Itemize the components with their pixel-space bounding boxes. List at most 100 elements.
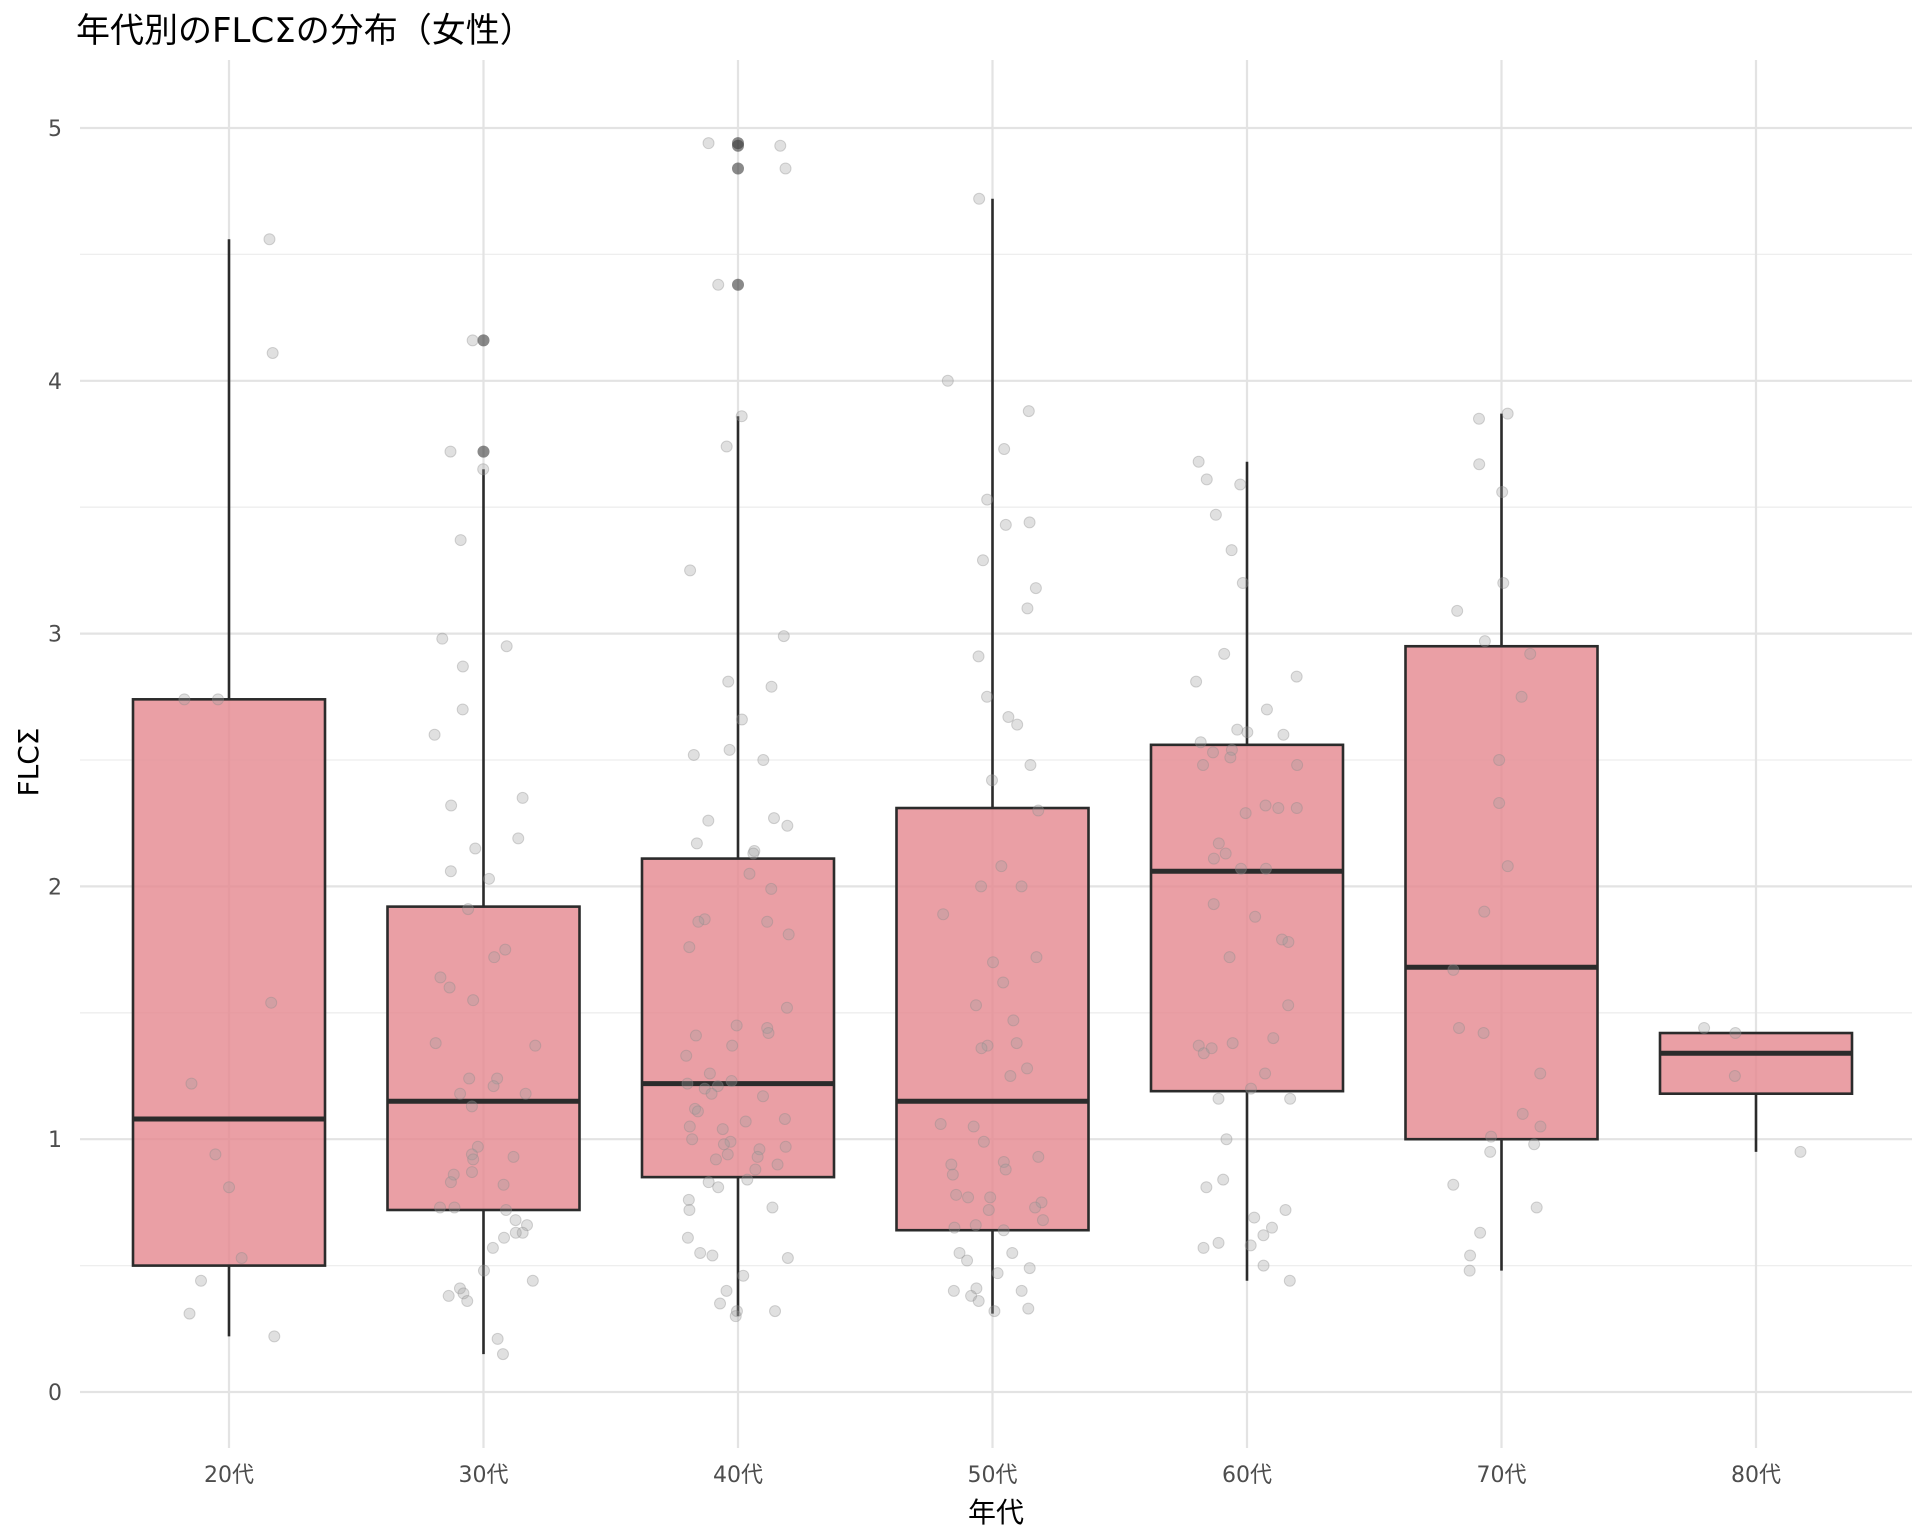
data-point bbox=[726, 1039, 739, 1052]
data-point bbox=[997, 1224, 1010, 1237]
data-point bbox=[471, 1140, 484, 1153]
data-point bbox=[1223, 951, 1236, 964]
data-point bbox=[681, 1231, 694, 1244]
data-point bbox=[1472, 412, 1485, 425]
y-tick-label: 0 bbox=[48, 1381, 62, 1406]
boxes bbox=[131, 198, 1854, 1355]
data-point bbox=[730, 1019, 743, 1032]
data-point bbox=[766, 1201, 779, 1214]
data-point bbox=[735, 410, 748, 423]
data-point bbox=[1023, 1262, 1036, 1275]
y-tick-labels: 0 1 2 3 4 5 bbox=[48, 117, 62, 1406]
data-point bbox=[461, 1294, 474, 1307]
data-point bbox=[266, 346, 279, 359]
data-point bbox=[681, 1077, 694, 1090]
data-point bbox=[1259, 799, 1272, 812]
data-point bbox=[751, 1150, 764, 1163]
data-point bbox=[444, 1176, 457, 1189]
data-point bbox=[769, 1305, 782, 1318]
data-point bbox=[483, 872, 496, 885]
data-point bbox=[977, 1135, 990, 1148]
data-point bbox=[778, 1112, 791, 1125]
data-point bbox=[1029, 1201, 1042, 1214]
outlier-point bbox=[732, 278, 744, 291]
data-point bbox=[1463, 1264, 1476, 1277]
data-point bbox=[1451, 604, 1464, 617]
data-point bbox=[1192, 455, 1205, 468]
data-point bbox=[195, 1274, 208, 1287]
data-point bbox=[967, 1120, 980, 1133]
data-point bbox=[765, 680, 778, 693]
data-point bbox=[1728, 1070, 1741, 1082]
data-point bbox=[183, 1307, 196, 1320]
data-point bbox=[762, 1027, 775, 1040]
data-point bbox=[1698, 1021, 1711, 1034]
data-point bbox=[1257, 1229, 1270, 1242]
data-point bbox=[953, 1246, 966, 1259]
data-point bbox=[985, 774, 998, 787]
x-tick-labels: 20代 30代 40代 50代 60代 70代 80代 bbox=[204, 1463, 1781, 1488]
data-point bbox=[1244, 1239, 1257, 1252]
data-point bbox=[453, 1282, 466, 1295]
data-point bbox=[984, 1191, 997, 1204]
data-point bbox=[1030, 951, 1043, 964]
data-point bbox=[1241, 726, 1254, 739]
outlier-point bbox=[732, 162, 744, 175]
data-point bbox=[235, 1252, 248, 1265]
data-point bbox=[1516, 1107, 1529, 1120]
data-point bbox=[491, 1072, 504, 1085]
y-tick-label: 4 bbox=[48, 370, 62, 395]
data-point bbox=[512, 832, 525, 845]
data-point bbox=[1207, 746, 1220, 759]
data-point bbox=[1283, 1274, 1296, 1287]
data-point bbox=[730, 1305, 743, 1318]
data-point bbox=[1259, 862, 1272, 875]
data-point bbox=[466, 334, 479, 347]
data-point bbox=[1272, 802, 1285, 815]
data-point bbox=[1007, 1014, 1020, 1027]
data-point bbox=[723, 743, 736, 756]
data-point bbox=[442, 1289, 455, 1302]
data-point bbox=[529, 1039, 542, 1052]
data-point bbox=[434, 971, 447, 984]
data-point bbox=[1484, 1145, 1497, 1158]
data-point bbox=[1212, 1236, 1225, 1249]
data-point bbox=[997, 976, 1010, 989]
data-point bbox=[702, 1176, 715, 1189]
data-point bbox=[999, 518, 1012, 531]
data-point bbox=[463, 1072, 476, 1085]
data-point bbox=[507, 1150, 520, 1163]
data-point bbox=[1015, 1284, 1028, 1297]
data-point bbox=[702, 814, 715, 827]
data-point bbox=[1284, 1092, 1297, 1105]
data-point bbox=[477, 1264, 490, 1277]
data-point bbox=[690, 837, 703, 850]
data-point bbox=[448, 1201, 461, 1214]
box-iqr bbox=[640, 857, 836, 1179]
data-point bbox=[1004, 1070, 1017, 1082]
data-point bbox=[683, 1120, 696, 1133]
data-point bbox=[1534, 1067, 1547, 1080]
data-point bbox=[975, 1042, 988, 1055]
data-point bbox=[1010, 1037, 1023, 1050]
data-point bbox=[1290, 670, 1303, 683]
data-point bbox=[686, 1133, 699, 1146]
data-point bbox=[987, 956, 1000, 969]
data-point bbox=[1015, 880, 1028, 893]
data-point bbox=[1234, 478, 1247, 491]
box-iqr bbox=[386, 905, 581, 1212]
data-point bbox=[717, 1138, 730, 1151]
data-point bbox=[265, 996, 278, 1009]
data-point bbox=[748, 845, 761, 858]
data-point bbox=[1501, 407, 1514, 420]
data-point bbox=[722, 675, 735, 688]
data-point bbox=[683, 1203, 696, 1216]
data-point bbox=[497, 1178, 510, 1191]
data-point bbox=[779, 1140, 792, 1153]
data-point bbox=[1021, 602, 1034, 615]
data-point bbox=[995, 860, 1008, 873]
data-point bbox=[1023, 516, 1036, 529]
data-point bbox=[1493, 796, 1506, 809]
data-point bbox=[1192, 1039, 1205, 1052]
